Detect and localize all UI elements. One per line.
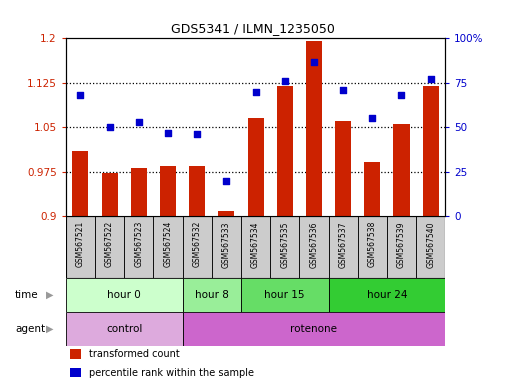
Bar [386, 216, 415, 278]
Text: GSM567540: GSM567540 [425, 221, 434, 268]
Bar [218, 211, 234, 216]
Point [368, 115, 376, 121]
Bar [182, 278, 240, 312]
Bar [328, 216, 357, 278]
Bar [182, 312, 444, 346]
Text: ▶: ▶ [45, 290, 53, 300]
Text: GDS5341 / ILMN_1235050: GDS5341 / ILMN_1235050 [171, 22, 334, 35]
Bar [124, 216, 153, 278]
Point [106, 124, 114, 130]
Text: GSM567535: GSM567535 [280, 221, 289, 268]
Point [222, 177, 230, 184]
Bar [299, 216, 328, 278]
Bar [422, 86, 438, 216]
Point [426, 76, 434, 82]
Text: GSM567521: GSM567521 [76, 221, 85, 267]
Bar [189, 166, 205, 216]
Text: transformed count: transformed count [88, 349, 179, 359]
Text: GSM567522: GSM567522 [105, 221, 114, 267]
Text: ▶: ▶ [45, 324, 53, 334]
Text: hour 15: hour 15 [264, 290, 305, 300]
Point [309, 58, 317, 65]
Text: GSM567533: GSM567533 [221, 221, 230, 268]
Text: GSM567536: GSM567536 [309, 221, 318, 268]
Bar [240, 278, 328, 312]
Bar [393, 124, 409, 216]
Bar [72, 151, 88, 216]
Text: GSM567523: GSM567523 [134, 221, 143, 267]
Text: GSM567524: GSM567524 [163, 221, 172, 267]
Text: GSM567539: GSM567539 [396, 221, 405, 268]
Text: agent: agent [15, 324, 45, 334]
Bar [153, 216, 182, 278]
Bar [66, 216, 95, 278]
Bar [102, 174, 117, 216]
Bar [182, 216, 211, 278]
Bar [66, 278, 182, 312]
Bar [334, 121, 350, 216]
Text: control: control [106, 324, 142, 334]
Text: GSM567532: GSM567532 [192, 221, 201, 267]
Point [396, 92, 405, 98]
Bar [415, 216, 444, 278]
Bar [328, 278, 444, 312]
Point [193, 131, 201, 137]
Text: GSM567537: GSM567537 [338, 221, 347, 268]
Bar [364, 162, 380, 216]
Point [164, 129, 172, 136]
Text: rotenone: rotenone [290, 324, 337, 334]
Bar [211, 216, 240, 278]
Bar [247, 118, 263, 216]
Point [76, 92, 84, 98]
Point [134, 119, 142, 125]
Bar [240, 216, 270, 278]
Bar [357, 216, 386, 278]
Text: GSM567538: GSM567538 [367, 221, 376, 267]
Bar [95, 216, 124, 278]
Bar [276, 86, 292, 216]
Text: hour 24: hour 24 [366, 290, 407, 300]
Text: hour 8: hour 8 [194, 290, 228, 300]
Point [338, 87, 346, 93]
Bar [270, 216, 299, 278]
Bar [306, 41, 321, 216]
Bar [130, 167, 146, 216]
Text: GSM567534: GSM567534 [250, 221, 260, 268]
Point [280, 78, 288, 84]
Bar [70, 349, 81, 359]
Bar [160, 166, 176, 216]
Text: percentile rank within the sample: percentile rank within the sample [88, 367, 253, 377]
Text: hour 0: hour 0 [107, 290, 141, 300]
Point [251, 89, 259, 95]
Bar [70, 368, 81, 377]
Text: time: time [15, 290, 39, 300]
Bar [66, 312, 182, 346]
